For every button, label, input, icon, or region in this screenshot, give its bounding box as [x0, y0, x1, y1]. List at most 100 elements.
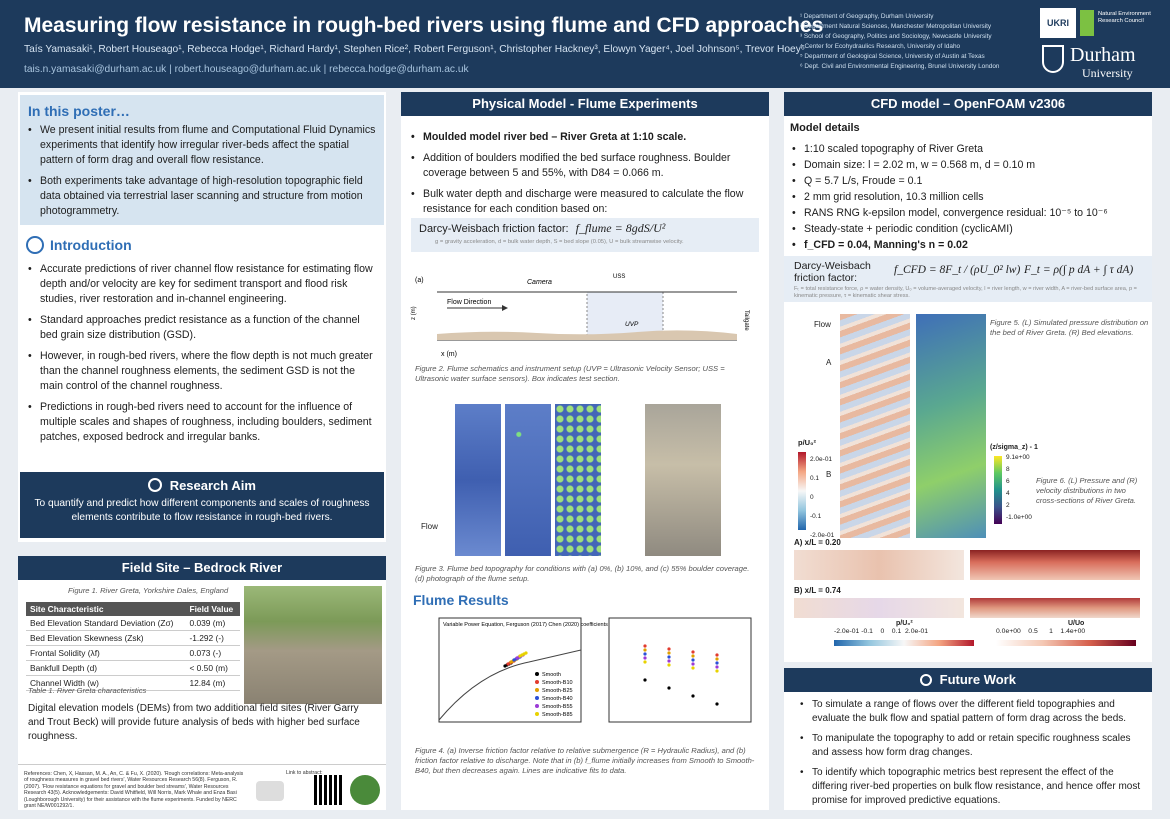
- summary-bullet-1: We present initial results from flume an…: [26, 123, 378, 168]
- table-header: Field Value: [185, 602, 240, 616]
- bed-topography-0pct: [455, 404, 501, 556]
- figure2-caption: Figure 2. Flume schematics and instrumen…: [415, 364, 725, 383]
- intro-bullet-2: Standard approaches predict resistance a…: [26, 313, 378, 343]
- bed-profile: [437, 330, 737, 340]
- flume-bullet-3: Bulk water depth and discharge were meas…: [409, 187, 761, 217]
- legend-label: Smooth-B40: [542, 696, 573, 702]
- legend-marker: [535, 712, 539, 716]
- table-row: Frontal Solidity (λf) 0.073 (-): [26, 645, 240, 661]
- table-row: Bed Elevation Standard Deviation (Zσ) 0.0…: [26, 616, 240, 631]
- data-point: [643, 644, 647, 648]
- cfd-heading: CFD model – OpenFOAM v2306: [784, 92, 1152, 116]
- cfd-panel: CFD model – OpenFOAM v2306 Model details…: [784, 92, 1152, 662]
- legend-marker: [535, 696, 539, 700]
- author-list: Taís Yamasaki¹, Robert Houseago¹, Rebecc…: [24, 44, 805, 55]
- flume-bullet-1: Moulded model river bed – River Greta at…: [409, 130, 761, 145]
- abstract-link-label: Link to abstract:: [286, 770, 323, 776]
- future-work-title: Future Work: [784, 668, 1152, 692]
- figure1-caption: Figure 1. River Greta, Yorkshire Dales, …: [68, 586, 229, 595]
- figure3-caption: Figure 3. Flume bed topography for condi…: [415, 564, 750, 583]
- fig4a-title: Variable Power Equation, Ferguson (2017)…: [443, 622, 608, 628]
- affiliation-1: ¹ Department of Geography, Durham Univer…: [800, 13, 934, 20]
- cfd-equation-1: f_CFD = 8F_t / (ρU_0² lw): [894, 264, 1021, 276]
- lightbulb-icon: [920, 674, 933, 686]
- references-box: References: Chen, X, Hassan, M. A., An, …: [18, 764, 386, 810]
- summary-bullet-2: Both experiments take advantage of high-…: [26, 174, 378, 219]
- fig4a-legend: Smooth Smooth-B10 Smooth-B25 Smooth-B40 Smoo…: [535, 672, 573, 718]
- uss-label: USS: [613, 274, 625, 280]
- affiliation-5: ⁵ Department of Geological Science, Univ…: [800, 53, 985, 60]
- camera-label: Camera: [527, 279, 552, 286]
- flume-results-heading: Flume Results: [413, 592, 509, 608]
- legend-marker: [535, 704, 539, 708]
- model-details-heading: Model details: [790, 122, 860, 134]
- legend-label: Smooth-B55: [542, 704, 573, 710]
- affiliation-6: ⁶ Dept. Civil and Environmental Engineer…: [800, 63, 1000, 70]
- section-b-label: B) x/L = 0.74: [794, 586, 841, 595]
- field-site-panel: Field Site – Bedrock River Figure 1. Riv…: [18, 556, 386, 764]
- references-text: References: Chen, X, Hassan, M. A., An, …: [24, 771, 244, 810]
- table-header: Site Characteristic: [26, 602, 186, 616]
- data-point: [715, 653, 719, 657]
- nerc-logo: Natural Environment Research Council: [1080, 8, 1162, 38]
- bottom-pressure-colorbar: [834, 640, 974, 646]
- pressure-colorbar-title: p/U₀²: [798, 438, 816, 447]
- pressure-distribution-map: [840, 314, 910, 538]
- cfd-bullet-7: f_CFD = 0.04, Manning's n = 0.02: [790, 238, 1146, 253]
- fig3-flow-label: Flow: [421, 522, 438, 531]
- fig4b-points: [643, 644, 719, 706]
- section-a-label: A) x/L = 0.20: [794, 538, 841, 547]
- elevation-colorbar-title: (z/sigma_z) - 1: [990, 444, 1038, 451]
- flume-results-charts: Variable Power Equation, Ferguson (2017)…: [438, 617, 752, 723]
- cc-license-icon: [256, 781, 284, 801]
- affiliations: ¹ Department of Geography, Durham Univer…: [800, 12, 999, 72]
- introduction-section: Introduction Accurate predictions of riv…: [26, 236, 378, 451]
- data-point: [715, 669, 719, 673]
- data-point: [691, 658, 695, 662]
- pressure-colorbar: [798, 452, 806, 530]
- uvp-label: UVP: [625, 321, 639, 328]
- future-bullet-3: To identify which topographic metrics be…: [798, 766, 1144, 808]
- table-row: Bankfull Depth (d) < 0.50 (m): [26, 660, 240, 676]
- field-site-heading: Field Site – Bedrock River: [18, 556, 386, 580]
- data-point: [643, 648, 647, 652]
- future-bullet-2: To manipulate the topography to add or r…: [798, 732, 1144, 760]
- data-point: [667, 663, 671, 667]
- poster-summary-box: In this poster… We present initial resul…: [20, 95, 384, 225]
- field-site-text: Digital elevation models (DEMs) from two…: [28, 703, 360, 742]
- cfd-bullet-4: 2 mm grid resolution, 10.3 million cells: [790, 190, 1146, 205]
- cfd-bullet-6: Steady-state + periodic condition (cycli…: [790, 222, 1146, 237]
- data-point: [691, 694, 695, 698]
- section-b-marker: B: [826, 470, 832, 479]
- bottom-velocity-colorbar: [996, 640, 1136, 646]
- section-a-marker: A: [826, 358, 832, 367]
- bed-topography-55pct: [555, 404, 601, 556]
- affiliation-2: ² Department Natural Sciences, Mancheste…: [800, 23, 992, 30]
- cfd-bullet-1: 1:10 scaled topography of River Greta: [790, 142, 1146, 157]
- data-point: [643, 656, 647, 660]
- cfd-bullet-5: RANS RNG k-epsilon model, convergence re…: [790, 206, 1146, 221]
- fit-curve: [438, 649, 582, 721]
- intro-bullet-1: Accurate predictions of river channel fl…: [26, 262, 378, 307]
- introduction-heading: Introduction: [50, 237, 132, 253]
- legend-marker: [535, 688, 539, 692]
- data-point: [691, 650, 695, 654]
- section-a-velocity: [970, 550, 1140, 580]
- elevation-colorbar: [994, 456, 1002, 524]
- legend-label: Smooth: [542, 672, 561, 678]
- contact-emails[interactable]: tais.n.yamasaki@durham.ac.uk | robert.ho…: [24, 64, 469, 75]
- flume-eq-label: Darcy-Weisbach friction factor:: [419, 223, 569, 235]
- data-point: [691, 662, 695, 666]
- cfd-eq-label: Darcy-Weisbach friction factor:: [794, 260, 871, 284]
- elevation-colorbar-ticks: 9.1e+00 8 6 4 2 -1.0e+00: [1006, 454, 1032, 521]
- legend-label: Smooth-B10: [542, 680, 573, 686]
- bottom-pressure-cb-ticks: -2.0e-01 -0.1 0 0.1 2.0e-01: [834, 628, 929, 635]
- affiliation-3: ³ School of Geography, Politics and Soci…: [800, 33, 992, 40]
- qr-code-icon[interactable]: [314, 775, 344, 805]
- data-point: [643, 652, 647, 656]
- fig2-xlabel: x (m): [441, 351, 457, 358]
- legend-label: Smooth-B25: [542, 688, 573, 694]
- bottom-velocity-cb-ticks: 0.0e+00 0.5 1 1.4e+00: [996, 628, 1086, 635]
- section-b-pressure: [794, 598, 964, 618]
- flume-equation-box: Darcy-Weisbach friction factor: f_flume …: [411, 218, 759, 252]
